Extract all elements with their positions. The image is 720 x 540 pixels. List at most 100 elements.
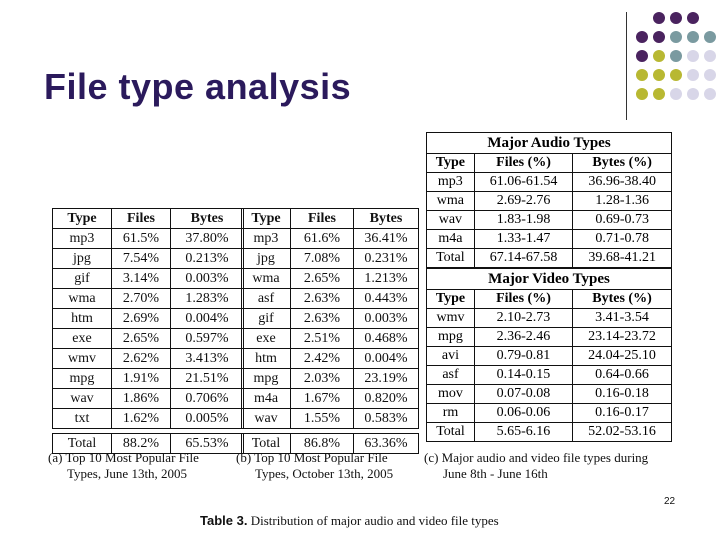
table-cell: 0.820% [353, 388, 419, 409]
table-row: mp3 61.06-61.54 36.96-38.40 [427, 172, 671, 192]
table-cell: 2.63% [290, 308, 354, 329]
table-cell: 52.02-53.16 [572, 422, 671, 441]
caption-a-line1: (a) Top 10 Most Popular File [48, 450, 199, 465]
table-cell: 0.597% [170, 328, 244, 349]
caption-a-line2: Types, June 13th, 2005 [67, 466, 188, 481]
table-cell: 0.468% [353, 328, 419, 349]
header-row: Type Files Bytes [52, 208, 244, 229]
table-row: m4a 1.67% 0.820% [241, 388, 419, 409]
table-cell: wma [241, 268, 291, 289]
decor-dot [687, 88, 699, 100]
table-cell: wav [241, 408, 291, 429]
table-cell: 37.80% [170, 228, 244, 249]
table-cell: 1.213% [353, 268, 419, 289]
table-cell: 1.28-1.36 [572, 191, 671, 211]
table-cell: 36.41% [353, 228, 419, 249]
total-cell: Total [52, 433, 112, 454]
column-header: Files (%) [473, 154, 574, 173]
table-row: m4a 1.33-1.47 0.71-0.78 [427, 229, 671, 249]
decor-dot [636, 88, 648, 100]
table-row: wmv 2.10-2.73 3.41-3.54 [427, 308, 671, 328]
table-row: gif 2.63% 0.003% [241, 308, 419, 329]
table-cell: 2.42% [290, 348, 354, 369]
decor-dot [704, 31, 716, 43]
table-caption: Table 3. Distribution of major audio and… [200, 513, 499, 529]
column-header: Bytes (%) [572, 290, 671, 309]
audio-panel-title: Major Audio Types [427, 133, 671, 154]
table-row: gif 3.14% 0.003% [52, 268, 244, 289]
table-cell: mpg [52, 368, 112, 389]
column-header: Type [427, 290, 475, 309]
table-row: mpg 2.03% 23.19% [241, 368, 419, 389]
table-cell: 1.83-1.98 [473, 210, 574, 230]
caption-c: (c) Major audio and video file types dur… [424, 450, 648, 482]
decor-dot [704, 88, 716, 100]
table-cell: jpg [241, 248, 291, 269]
total-cell: 88.2% [111, 433, 171, 454]
table-cell: 3.41-3.54 [572, 308, 671, 328]
table-cell: 39.68-41.21 [572, 248, 671, 267]
total-cell: 86.8% [290, 433, 354, 454]
decor-dot [653, 50, 665, 62]
video-types-panel: Major Video Types Type Files (%) Bytes (%) w… [426, 268, 672, 442]
total-row: Total 86.8% 63.36% [241, 433, 419, 454]
caption-c-line1: (c) Major audio and video file types dur… [424, 450, 649, 465]
decor-dot [687, 69, 699, 81]
table-row: wav 1.55% 0.583% [241, 408, 419, 429]
table-row: wma 2.69-2.76 1.28-1.36 [427, 191, 671, 211]
header-row: Type Files Bytes [241, 208, 419, 229]
table-cell: 0.004% [170, 308, 244, 329]
decor-dot [704, 50, 716, 62]
table-cell: 0.706% [170, 388, 244, 409]
column-header: Bytes [170, 208, 244, 229]
table-cell: 1.62% [111, 408, 171, 429]
total-cell: 63.36% [353, 433, 419, 454]
table-cell: 0.583% [353, 408, 419, 429]
table-b: Type Files Bytes mp3 61.6% 36.41% jpg 7.08% 0.23… [241, 208, 419, 454]
table-row: mov 0.07-0.08 0.16-0.18 [427, 384, 671, 404]
table-row: jpg 7.54% 0.213% [52, 248, 244, 269]
table-row: wav 1.83-1.98 0.69-0.73 [427, 210, 671, 230]
decor-dot [670, 12, 682, 24]
table-row: exe 2.65% 0.597% [52, 328, 244, 349]
table-row: txt 1.62% 0.005% [52, 408, 244, 429]
table-row: htm 2.42% 0.004% [241, 348, 419, 369]
table-cell: 61.6% [290, 228, 354, 249]
table-row: Total 5.65-6.16 52.02-53.16 [427, 422, 671, 441]
caption-a: (a) Top 10 Most Popular File Types, June… [48, 450, 199, 482]
table-cell: 7.08% [290, 248, 354, 269]
page-number: 22 [664, 496, 676, 507]
table-cell: 1.33-1.47 [473, 229, 574, 249]
column-header: Bytes (%) [572, 154, 671, 173]
decor-dot [687, 50, 699, 62]
table-cell: 0.71-0.78 [572, 229, 671, 249]
table-row: htm 2.69% 0.004% [52, 308, 244, 329]
table-cell: 0.06-0.06 [473, 403, 574, 423]
decor-dot [653, 31, 665, 43]
table-cell: 0.005% [170, 408, 244, 429]
table-cell: wav [427, 210, 475, 230]
table-cell: 0.79-0.81 [473, 346, 574, 366]
total-row: Total 88.2% 65.53% [52, 433, 244, 454]
table-cell: 24.04-25.10 [572, 346, 671, 366]
table-cell: 36.96-38.40 [572, 172, 671, 192]
table-cell: 0.003% [353, 308, 419, 329]
table-cell: rm [427, 403, 475, 423]
table-cell: 2.69% [111, 308, 171, 329]
table-cell: 2.62% [111, 348, 171, 369]
table-cell: avi [427, 346, 475, 366]
table-cell: 67.14-67.58 [473, 248, 574, 267]
table-row: mpg 1.91% 21.51% [52, 368, 244, 389]
table-cell: 0.16-0.17 [572, 403, 671, 423]
table-cell: 1.55% [290, 408, 354, 429]
table-row: exe 2.51% 0.468% [241, 328, 419, 349]
decor-dot [636, 69, 648, 81]
table-cell: 23.14-23.72 [572, 327, 671, 347]
table-row: Total 67.14-67.58 39.68-41.21 [427, 248, 671, 267]
table-cell: asf [427, 365, 475, 385]
column-header: Type [241, 208, 291, 229]
table-row: rm 0.06-0.06 0.16-0.17 [427, 403, 671, 423]
video-table: Type Files (%) Bytes (%) wmv 2.10-2.73 3.41-3… [427, 290, 671, 441]
column-header: Files [111, 208, 171, 229]
table-cell: gif [52, 268, 112, 289]
